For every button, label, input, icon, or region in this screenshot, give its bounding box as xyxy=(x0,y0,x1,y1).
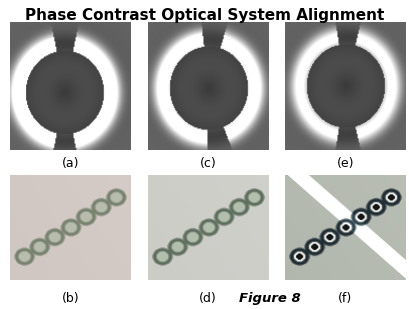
Text: (c): (c) xyxy=(199,157,216,170)
Text: (e): (e) xyxy=(336,157,353,170)
Text: (d): (d) xyxy=(199,292,216,305)
Text: (f): (f) xyxy=(337,292,352,305)
Text: (b): (b) xyxy=(62,292,79,305)
Text: Figure 8: Figure 8 xyxy=(238,292,300,305)
Text: (a): (a) xyxy=(62,157,79,170)
Text: Phase Contrast Optical System Alignment: Phase Contrast Optical System Alignment xyxy=(25,8,384,23)
